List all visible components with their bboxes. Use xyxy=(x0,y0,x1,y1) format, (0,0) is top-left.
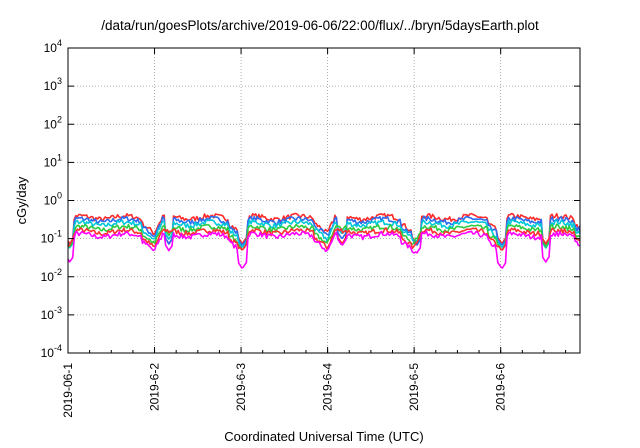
x-tick-label: 2019-6-6 xyxy=(494,363,508,411)
data-series xyxy=(67,212,581,269)
x-tick-label: 2019-6-4 xyxy=(321,363,335,411)
y-tick-label: 10-4 xyxy=(41,343,62,360)
y-tick-label: 10-1 xyxy=(41,229,62,246)
x-tick-label: 2019-6-3 xyxy=(234,363,248,411)
y-tick-label: 10-2 xyxy=(41,267,62,284)
y-axis-label: cGy/day xyxy=(14,176,29,224)
y-tick-label: 103 xyxy=(44,76,62,93)
x-tick-label: 2019-6-2 xyxy=(148,363,162,411)
grid-lines xyxy=(68,47,580,354)
series-line xyxy=(67,215,581,247)
series-line xyxy=(67,230,581,269)
x-axis-label: Coordinated Universal Time (UTC) xyxy=(224,429,423,444)
y-tick-label: 100 xyxy=(44,191,62,208)
y-tick-label: 10-3 xyxy=(41,305,62,322)
x-tick-label: 2019-06-1 xyxy=(61,363,75,418)
x-axis-ticks: 2019-06-1 2019-6-2 2019-6-3 2019-6-4 2019-6-… xyxy=(61,48,567,418)
y-tick-label: 102 xyxy=(44,114,62,131)
x-tick-label: 2019-6-5 xyxy=(407,363,421,411)
y-tick-label: 104 xyxy=(44,38,62,55)
chart-title: /data/run/goesPlots/archive/2019-06-06/2… xyxy=(101,18,539,33)
y-axis-ticks: 104 103 102 101 100 10-1 10-2 10-3 10-4 xyxy=(41,38,580,360)
series-line xyxy=(67,227,581,251)
y-tick-label: 101 xyxy=(44,152,62,169)
series-line xyxy=(67,223,581,251)
